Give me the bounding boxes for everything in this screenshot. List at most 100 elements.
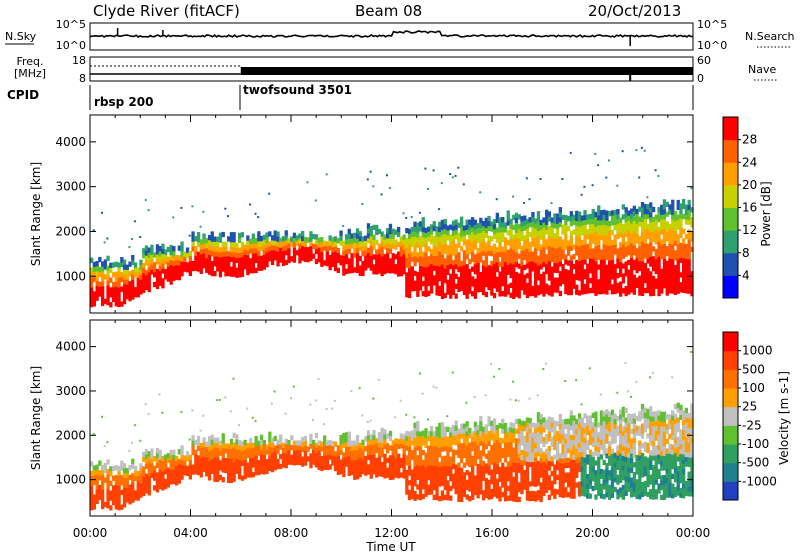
power-echo: [188, 270, 192, 276]
power-echo: [405, 217, 408, 219]
velocity-echo: [679, 429, 683, 435]
velocity-echo: [399, 472, 403, 478]
power-echo: [432, 169, 435, 172]
velocity-echo: [361, 444, 365, 450]
velocity-echo: [435, 431, 439, 437]
velocity-echo: [471, 470, 475, 476]
power-colorbar-label: Power [dB]: [759, 181, 773, 246]
velocity-echo: [199, 467, 203, 473]
velocity-echo: [476, 473, 480, 479]
power-echo: [646, 223, 650, 230]
velocity-echo: [676, 475, 680, 482]
power-echo: [638, 280, 642, 286]
velocity-echo: [218, 450, 223, 456]
velocity-echo: [490, 435, 494, 441]
power-echo: [575, 210, 579, 217]
velocity-echo: [651, 440, 656, 446]
power-echo: [583, 185, 586, 188]
velocity-echo: [432, 470, 436, 476]
velocity-echo: [416, 455, 420, 461]
velocity-echo: [621, 475, 625, 481]
power-echo: [301, 245, 305, 251]
power-echo: [643, 243, 647, 249]
velocity-echo: [481, 431, 486, 437]
power-echo: [635, 218, 639, 224]
velocity-echo: [122, 482, 127, 488]
velocity-echo: [635, 425, 639, 431]
velocity-echo: [287, 454, 291, 460]
power-echo: [605, 284, 609, 290]
velocity-echo: [523, 435, 527, 441]
power-echo: [210, 251, 214, 257]
power-echo: [101, 211, 103, 214]
power-echo: [577, 260, 582, 267]
velocity-echo: [468, 486, 472, 492]
velocity-echo: [624, 446, 628, 453]
velocity-echo: [517, 462, 521, 468]
velocity-echo: [602, 474, 606, 480]
velocity-echo: [577, 447, 582, 453]
velocity-echo: [649, 420, 653, 427]
power-echo: [654, 234, 658, 240]
power-echo: [501, 217, 505, 223]
power-echo: [490, 275, 494, 281]
velocity-echo: [564, 462, 568, 469]
velocity-echo: [210, 439, 214, 445]
velocity-echo: [224, 448, 228, 454]
velocity-echo: [512, 447, 516, 453]
power-echo: [586, 229, 590, 235]
velocity-echo: [506, 476, 510, 482]
power-echo: [213, 241, 217, 247]
velocity-echo: [229, 453, 234, 459]
power-echo: [528, 217, 532, 223]
power-echo: [668, 268, 672, 274]
power-echo: [361, 265, 365, 272]
velocity-echo: [610, 487, 615, 493]
power-echo: [98, 271, 102, 277]
velocity-echo: [506, 432, 510, 438]
power-echo: [558, 221, 562, 228]
power-ylabel: Slant Range [km]: [29, 162, 43, 266]
velocity-echo: [235, 434, 239, 440]
velocity-echo: [632, 491, 636, 497]
power-echo: [147, 209, 150, 212]
power-echo: [427, 280, 431, 287]
power-echo: [602, 288, 606, 294]
velocity-echo: [462, 486, 467, 493]
velocity-echo: [449, 476, 453, 482]
power-echo: [476, 267, 480, 273]
power-echo: [605, 220, 609, 226]
velocity-echo: [372, 444, 376, 450]
power-echo: [649, 217, 653, 223]
power-echo: [103, 241, 106, 244]
power-echo: [613, 214, 617, 221]
velocity-echo: [328, 449, 332, 455]
power-echo: [635, 213, 639, 219]
velocity-echo: [449, 437, 453, 443]
power-echo: [473, 219, 477, 225]
power-echo: [388, 263, 393, 269]
velocity-echo: [131, 478, 135, 484]
velocity-echo: [545, 482, 549, 489]
velocity-echo: [325, 445, 329, 451]
velocity-echo: [577, 437, 582, 443]
velocity-echo: [303, 436, 308, 442]
velocity-echo: [205, 471, 209, 477]
velocity-echo: [251, 472, 255, 478]
velocity-echo: [572, 493, 576, 499]
power-echo: [443, 263, 447, 269]
velocity-echo: [517, 487, 521, 493]
velocity-echo: [95, 484, 99, 490]
power-echo: [676, 278, 680, 284]
power-echo: [232, 246, 236, 253]
frequency-ytick-left-top: 18: [72, 54, 86, 67]
power-echo: [377, 263, 382, 269]
power-echo: [443, 228, 447, 235]
velocity-echo: [268, 436, 272, 442]
power-echo: [561, 239, 565, 245]
velocity-echo: [643, 456, 647, 462]
velocity-echo: [350, 460, 354, 466]
velocity-echo: [657, 483, 661, 489]
velocity-echo: [657, 488, 661, 494]
velocity-echo: [377, 446, 382, 452]
